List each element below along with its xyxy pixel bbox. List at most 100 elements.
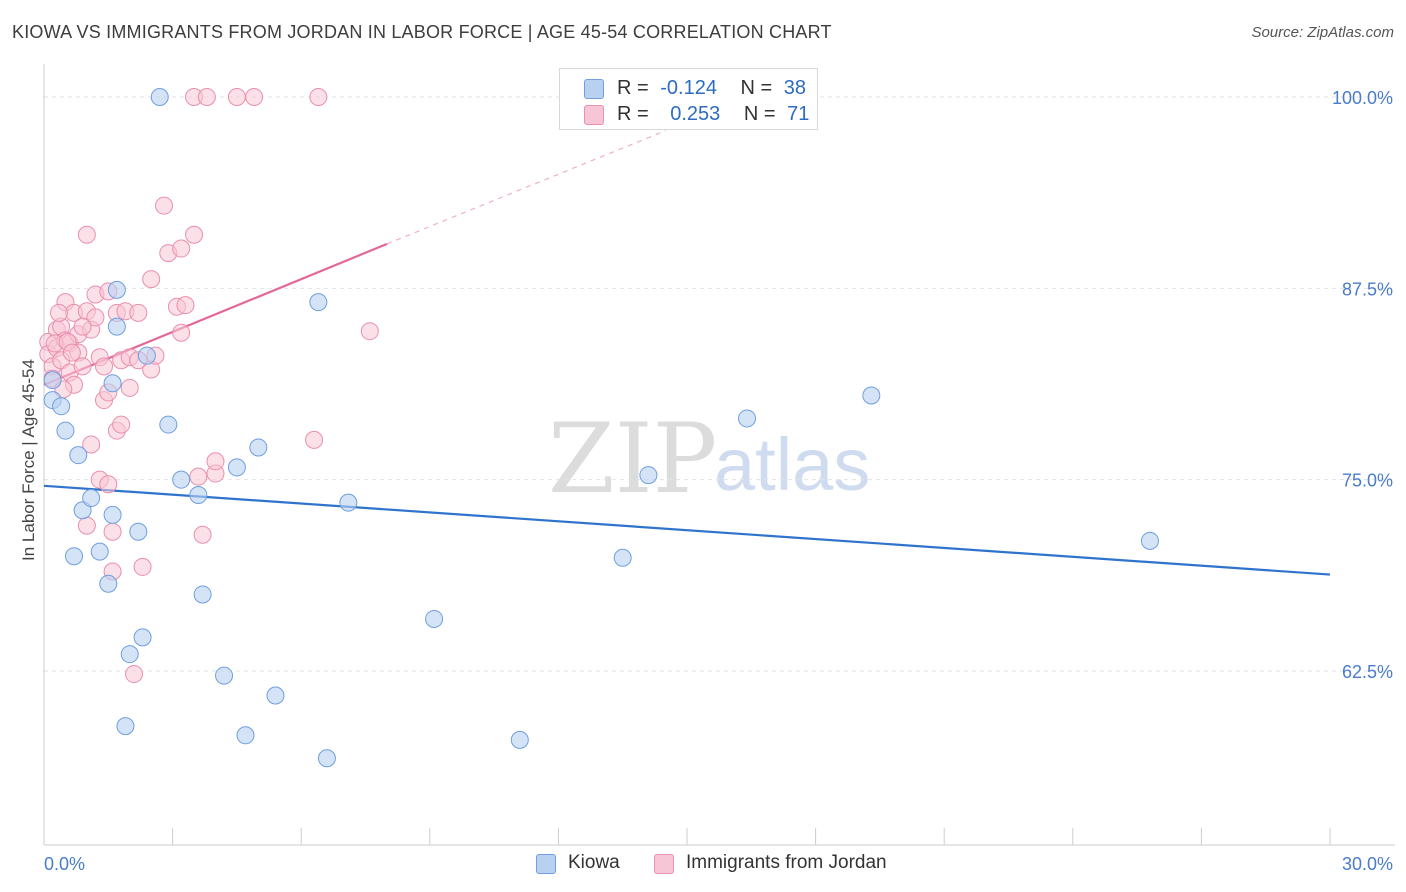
- y-tick-labels: 62.5% 75.0% 87.5% 100.0%: [1332, 88, 1393, 682]
- jordan-trend-extension: [386, 130, 666, 245]
- x-tick-label: 0.0%: [44, 854, 85, 874]
- watermark: ZIP atlas: [548, 403, 870, 515]
- y-tick-label: 100.0%: [1332, 88, 1393, 108]
- y-axis-label: In Labor Force | Age 45-54: [19, 359, 38, 561]
- jordan-legend-swatch: [654, 854, 674, 874]
- kiowa-point: [172, 470, 191, 489]
- kiowa-point: [43, 371, 62, 390]
- kiowa-point: [510, 730, 529, 749]
- kiowa-point: [159, 415, 178, 434]
- jordan-point: [305, 430, 324, 449]
- jordan-point: [129, 303, 148, 322]
- kiowa-point: [309, 293, 328, 312]
- y-tick-label: 87.5%: [1342, 279, 1393, 299]
- y-tick-label: 75.0%: [1342, 471, 1393, 491]
- watermark-atlas: atlas: [714, 423, 870, 506]
- x-tick-label: 30.0%: [1342, 854, 1393, 874]
- kiowa-point: [150, 88, 169, 106]
- kiowa-point: [317, 749, 336, 768]
- kiowa-point: [65, 547, 84, 566]
- kiowa-point: [227, 458, 246, 477]
- kiowa-point: [266, 686, 285, 705]
- jordan-point: [197, 88, 216, 106]
- kiowa-point: [137, 346, 156, 365]
- kiowa-legend-swatch: [536, 854, 556, 874]
- jordan-point: [189, 467, 208, 486]
- kiowa-point: [120, 645, 139, 664]
- jordan-legend-label: Immigrants from Jordan: [686, 852, 887, 873]
- jordan-point: [95, 357, 114, 376]
- jordan-point: [112, 415, 131, 434]
- legend-n-label: N =: [743, 103, 776, 125]
- jordan-point: [172, 239, 191, 258]
- chart-title: KIOWA VS IMMIGRANTS FROM JORDAN IN LABOR…: [12, 22, 832, 42]
- gridlines: [44, 96, 1395, 672]
- jordan-point: [245, 88, 264, 106]
- kiowa-point: [189, 485, 208, 504]
- jordan-point: [155, 196, 174, 215]
- kiowa-point: [339, 493, 358, 512]
- jordan-point: [206, 452, 225, 471]
- jordan-point: [133, 557, 152, 576]
- kiowa-point: [1140, 531, 1159, 550]
- jordan-point: [185, 225, 204, 244]
- jordan-point: [62, 343, 81, 362]
- legend-n-value: 38: [783, 77, 807, 99]
- jordan-point: [103, 522, 122, 541]
- x-tick-labels: 0.0% 30.0%: [44, 854, 1393, 874]
- jordan-point: [73, 357, 92, 376]
- legend-r-label: R =: [617, 77, 649, 99]
- kiowa-point: [82, 489, 101, 508]
- jordan-point: [77, 225, 96, 244]
- jordan-point: [193, 525, 212, 544]
- jordan-point: [73, 317, 92, 336]
- legend-r-value: 0.253: [670, 103, 721, 125]
- jordan-point: [227, 88, 246, 106]
- axes: [43, 64, 1395, 846]
- kiowa-point: [90, 542, 109, 561]
- kiowa-point: [73, 501, 92, 520]
- kiowa-point: [69, 446, 88, 465]
- kiowa-points: [43, 88, 1159, 768]
- legend-n-value: 71: [787, 103, 810, 125]
- y-tick-label: 62.5%: [1342, 662, 1393, 682]
- jordan-point: [125, 665, 144, 684]
- kiowa-point: [249, 438, 268, 457]
- kiowa-point: [738, 409, 757, 428]
- kiowa-swatch: [584, 79, 604, 99]
- jordan-point: [176, 296, 195, 315]
- jordan-point: [120, 378, 139, 397]
- watermark-zip: ZIP: [548, 403, 717, 515]
- jordan-point: [309, 88, 328, 106]
- kiowa-point: [639, 466, 658, 485]
- source-label: Source: ZipAtlas.com: [1251, 24, 1394, 41]
- kiowa-point: [103, 374, 122, 393]
- kiowa-point: [52, 397, 71, 416]
- jordan-point: [360, 322, 379, 341]
- jordan-point: [50, 303, 69, 322]
- jordan-point: [86, 308, 105, 327]
- kiowa-point: [103, 505, 122, 524]
- kiowa-point: [613, 548, 632, 567]
- kiowa-point: [99, 574, 118, 593]
- kiowa-point: [236, 726, 255, 745]
- kiowa-point: [425, 609, 444, 628]
- legend-r-value: -0.124: [660, 77, 717, 99]
- kiowa-legend-label: Kiowa: [568, 852, 620, 873]
- kiowa-point: [116, 717, 135, 736]
- jordan-point: [82, 435, 101, 454]
- kiowa-point: [107, 280, 126, 299]
- kiowa-point: [215, 666, 234, 685]
- jordan-point: [142, 270, 161, 289]
- kiowa-point: [129, 522, 148, 541]
- jordan-point: [172, 323, 191, 342]
- legend-r-label: R =: [617, 103, 649, 125]
- jordan-swatch: [584, 105, 604, 125]
- legend-n-label: N =: [740, 77, 773, 99]
- kiowa-trend-line: [43, 484, 1331, 576]
- kiowa-point: [133, 628, 152, 647]
- kiowa-point: [862, 386, 881, 405]
- kiowa-point: [56, 421, 75, 440]
- correlation-legend: R = -0.124 N = 38 R = 0.253 N = 71: [559, 68, 818, 130]
